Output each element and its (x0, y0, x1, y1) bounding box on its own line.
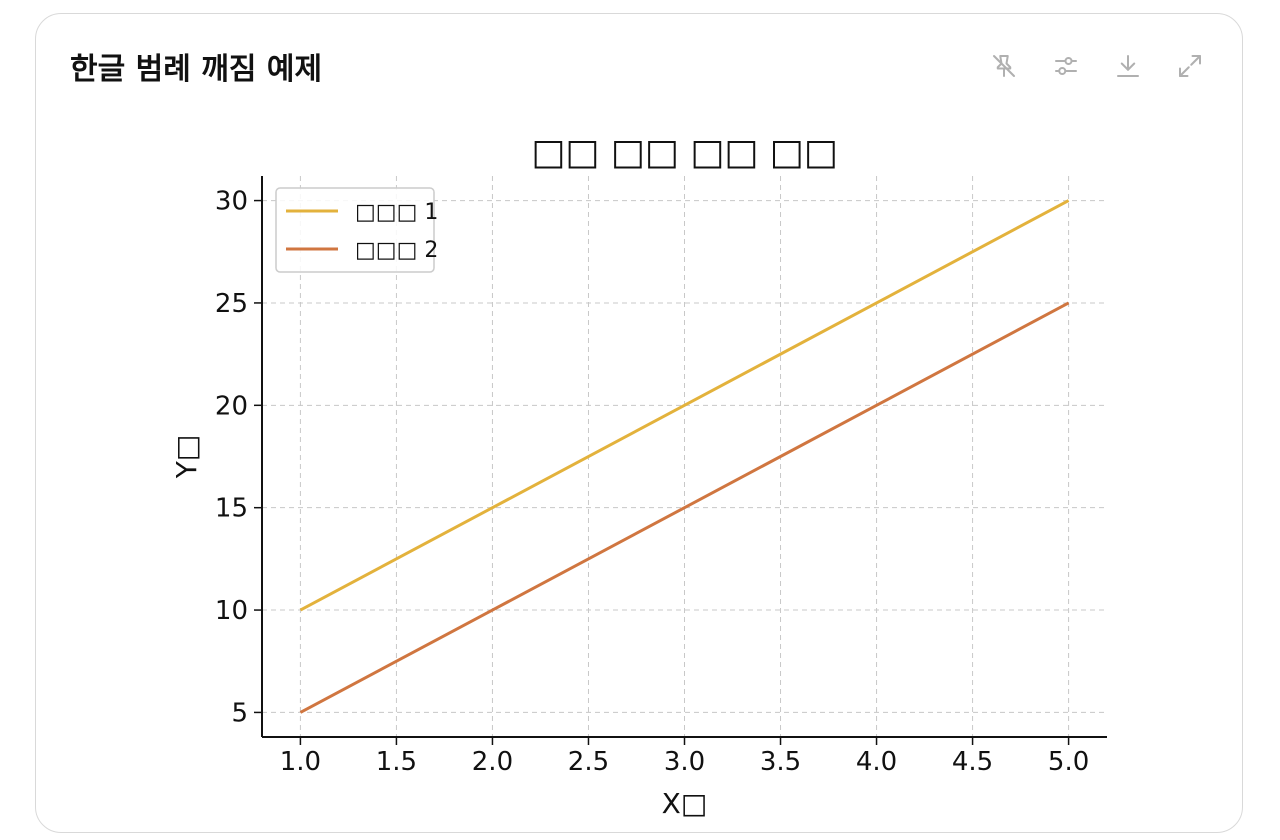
series-line-2 (299, 301, 1070, 714)
y-tick-label: 5 (231, 698, 248, 728)
chart-card: 한글 범례 깨짐 예제 (35, 13, 1243, 833)
pin-off-icon (993, 55, 1015, 77)
x-tick-label: 2.0 (472, 747, 513, 777)
y-tick-label: 10 (215, 596, 248, 626)
x-tick-label: 3.5 (760, 747, 801, 777)
y-tick-label: 15 (215, 494, 248, 524)
pin-off-button[interactable] (986, 48, 1022, 84)
y-tick-label: 30 (215, 187, 248, 217)
y-tick-label: 25 (215, 289, 248, 319)
legend-label: □□□ 1 (355, 200, 438, 225)
legend-label: □□□ 2 (355, 238, 438, 263)
chart-toolbar (986, 48, 1208, 84)
chart-title: □□ □□ □□ □□ (531, 132, 837, 173)
x-tick-label: 1.0 (280, 747, 321, 777)
x-tick-label: 4.0 (856, 747, 897, 777)
series-line-1 (299, 199, 1070, 612)
settings-button[interactable] (1048, 48, 1084, 84)
card-title: 한글 범례 깨짐 예제 (70, 52, 323, 87)
download-icon (1117, 55, 1139, 77)
expand-button[interactable] (1172, 48, 1208, 84)
x-tick-label: 2.5 (568, 747, 609, 777)
y-axis-label: Y□ (170, 435, 203, 480)
legend: □□□ 1 □□□ 2 (275, 187, 438, 273)
expand-icon (1179, 55, 1201, 77)
x-tick-label: 4.5 (952, 747, 993, 777)
download-button[interactable] (1110, 48, 1146, 84)
y-tick-label: 20 (215, 391, 248, 421)
x-tick-label: 3.0 (664, 747, 705, 777)
x-tick-label: 5.0 (1048, 747, 1089, 777)
x-tick-label: 1.5 (376, 747, 417, 777)
sliders-icon (1055, 56, 1077, 76)
x-axis-label: X□ (662, 787, 708, 820)
legend-box (275, 187, 435, 273)
